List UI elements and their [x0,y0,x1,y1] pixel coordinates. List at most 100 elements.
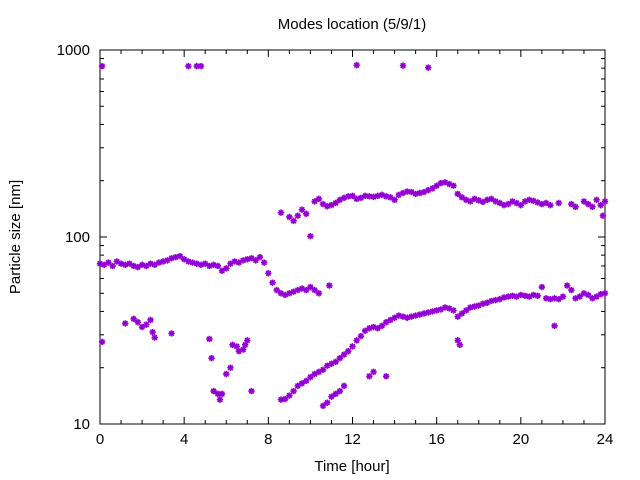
data-point [206,262,213,270]
data-point [252,257,259,264]
data-point [538,200,546,208]
data-point [229,341,236,349]
data-point [572,203,579,211]
data-point [357,194,365,202]
data-point [233,343,240,350]
data-point [235,259,243,266]
data-point [138,261,146,269]
data-point [420,310,428,317]
data-point [475,302,482,309]
x-tick-label: 0 [96,431,104,448]
data-point [122,261,129,269]
data-point [412,312,419,319]
data-point [576,293,583,300]
data-point [572,295,579,302]
data-point [509,198,516,205]
y-tick-label: 100 [65,229,90,246]
data-point [332,358,339,366]
data-point [580,290,588,297]
data-point [370,193,377,201]
data-point [298,285,306,292]
data-point [172,253,179,261]
data-point [248,387,255,395]
data-point [353,337,360,344]
data-point [353,195,360,203]
data-point [315,290,323,297]
data-point [311,198,318,205]
data-point [98,338,106,346]
data-point [437,179,445,187]
data-point [517,291,525,299]
data-point [530,197,537,205]
data-point [353,61,360,69]
data-point [210,261,217,269]
data-point [248,255,255,262]
data-point [496,199,503,207]
data-point [513,293,520,300]
data-point [197,261,205,269]
data-point [256,253,264,261]
data-point [298,380,306,387]
data-point [378,191,386,199]
data-point [509,292,516,299]
data-point [584,291,592,299]
data-point [399,189,407,197]
data-point [223,265,230,272]
data-point [521,292,529,299]
data-point [185,258,192,265]
data-point [534,292,541,299]
data-point [456,341,464,349]
data-point [488,195,495,203]
data-point [601,290,609,297]
data-point [374,192,381,200]
x-tick-label: 20 [512,431,529,448]
data-point [559,293,567,300]
data-point [366,373,373,380]
data-point [483,299,491,306]
data-point [324,362,331,369]
data-point [218,390,226,398]
data-point [399,313,407,320]
y-axis-label: Particle size [nm] [7,180,24,294]
data-point [340,351,348,358]
y-tick-label: 1000 [57,42,90,59]
data-point [361,327,369,335]
x-tick-label: 8 [264,431,272,448]
data-point [239,346,247,353]
data-point [332,199,339,207]
data-point [526,293,533,300]
data-point [269,279,276,286]
data-point [303,210,310,218]
data-point [311,286,318,294]
data-point [147,316,154,324]
data-point [208,354,215,362]
data-point [345,193,352,200]
data-point [214,390,222,398]
data-point [530,291,537,299]
data-point [382,373,390,380]
data-point [210,387,217,395]
data-point [391,196,398,204]
data-point [542,295,550,302]
data-point [492,198,499,205]
data-point [429,185,436,192]
data-point [538,283,546,291]
data-point [303,377,310,385]
data-point [281,395,289,403]
data-point [589,295,596,302]
data-point [597,290,604,298]
data-point [294,286,301,294]
data-point [98,62,106,70]
data-point [223,370,230,378]
data-point [357,332,365,340]
data-point [517,201,525,209]
data-point [601,198,609,205]
data-point [311,370,318,378]
data-point [370,323,377,331]
data-point [277,209,285,216]
data-point [454,313,461,320]
data-point [231,258,238,265]
data-point [563,282,571,289]
data-point [408,188,415,196]
data-point [547,295,554,303]
